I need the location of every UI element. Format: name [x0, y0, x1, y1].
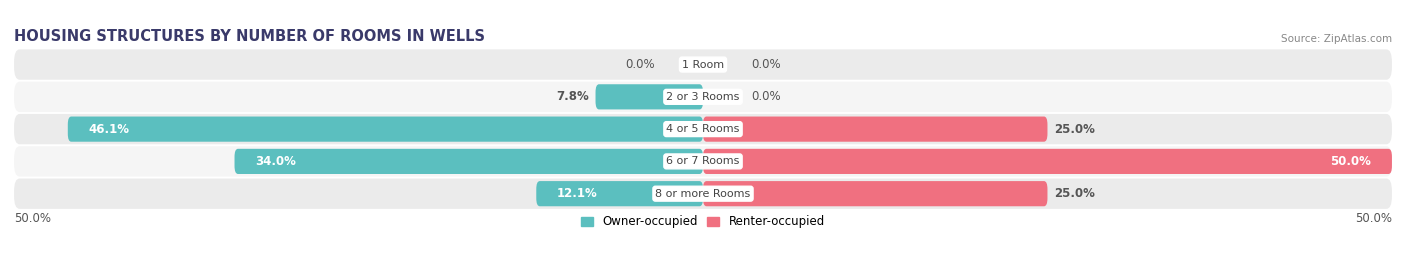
Text: 34.0%: 34.0% [254, 155, 297, 168]
FancyBboxPatch shape [14, 179, 1392, 209]
FancyBboxPatch shape [14, 49, 1392, 80]
Text: 0.0%: 0.0% [751, 90, 780, 103]
FancyBboxPatch shape [703, 181, 1047, 206]
FancyBboxPatch shape [14, 114, 1392, 144]
Text: 0.0%: 0.0% [751, 58, 780, 71]
Text: 12.1%: 12.1% [557, 187, 598, 200]
Text: 0.0%: 0.0% [626, 58, 655, 71]
FancyBboxPatch shape [703, 116, 1047, 142]
Text: 6 or 7 Rooms: 6 or 7 Rooms [666, 156, 740, 167]
Text: 8 or more Rooms: 8 or more Rooms [655, 189, 751, 199]
Text: HOUSING STRUCTURES BY NUMBER OF ROOMS IN WELLS: HOUSING STRUCTURES BY NUMBER OF ROOMS IN… [14, 29, 485, 44]
Text: 50.0%: 50.0% [1330, 155, 1371, 168]
FancyBboxPatch shape [235, 149, 703, 174]
Text: 1 Room: 1 Room [682, 59, 724, 70]
Text: 50.0%: 50.0% [1355, 213, 1392, 225]
Text: 50.0%: 50.0% [14, 213, 51, 225]
FancyBboxPatch shape [596, 84, 703, 109]
Text: 4 or 5 Rooms: 4 or 5 Rooms [666, 124, 740, 134]
Text: 2 or 3 Rooms: 2 or 3 Rooms [666, 92, 740, 102]
Text: Source: ZipAtlas.com: Source: ZipAtlas.com [1281, 34, 1392, 44]
Legend: Owner-occupied, Renter-occupied: Owner-occupied, Renter-occupied [576, 211, 830, 233]
FancyBboxPatch shape [67, 116, 703, 142]
Text: 25.0%: 25.0% [1054, 123, 1095, 136]
FancyBboxPatch shape [14, 82, 1392, 112]
FancyBboxPatch shape [14, 146, 1392, 176]
FancyBboxPatch shape [703, 149, 1392, 174]
Text: 25.0%: 25.0% [1054, 187, 1095, 200]
Text: 46.1%: 46.1% [89, 123, 129, 136]
Text: 7.8%: 7.8% [555, 90, 589, 103]
FancyBboxPatch shape [536, 181, 703, 206]
